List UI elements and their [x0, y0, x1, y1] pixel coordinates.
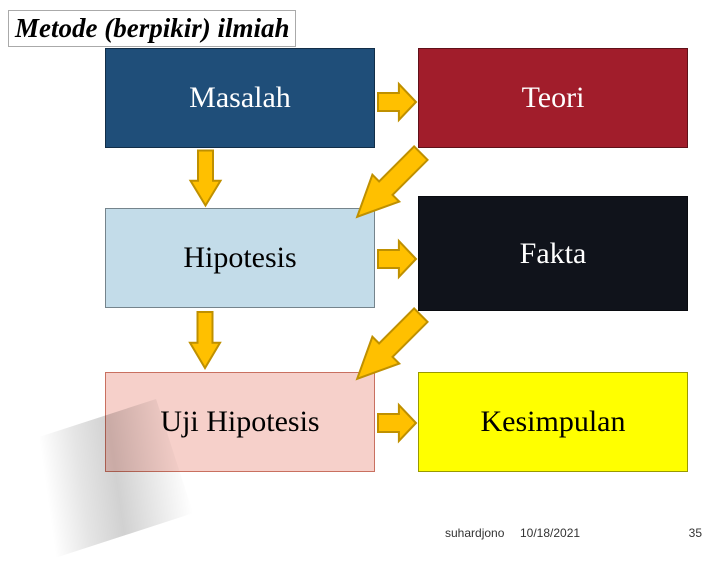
box-teori-label: Teori: [522, 81, 585, 115]
box-kesimpulan: Kesimpulan: [418, 372, 688, 472]
hipotesis-to-fakta-arrow-icon: [378, 241, 416, 277]
box-hipotesis-label: Hipotesis: [183, 241, 296, 275]
hipotesis-to-uji-arrow-icon: [190, 312, 220, 368]
box-teori: Teori: [418, 48, 688, 148]
masalah-to-teori-arrow-icon: [378, 84, 416, 120]
page-title: Metode (berpikir) ilmiah: [8, 10, 296, 47]
uji-to-kesimpulan-arrow-icon: [378, 405, 416, 441]
footer-page-number: 35: [689, 526, 702, 540]
box-uji-label: Uji Hipotesis: [160, 405, 319, 439]
footer-author: suhardjono: [445, 526, 504, 540]
box-masalah: Masalah: [105, 48, 375, 148]
box-fakta: Fakta: [418, 196, 688, 311]
box-uji: Uji Hipotesis: [105, 372, 375, 472]
box-hipotesis: Hipotesis: [105, 208, 375, 308]
box-fakta-label: Fakta: [520, 237, 587, 271]
masalah-to-hipotesis-arrow-icon: [190, 150, 220, 205]
box-kesimpulan-label: Kesimpulan: [481, 405, 626, 439]
box-masalah-label: Masalah: [189, 81, 291, 115]
footer-date: 10/18/2021: [520, 526, 580, 540]
